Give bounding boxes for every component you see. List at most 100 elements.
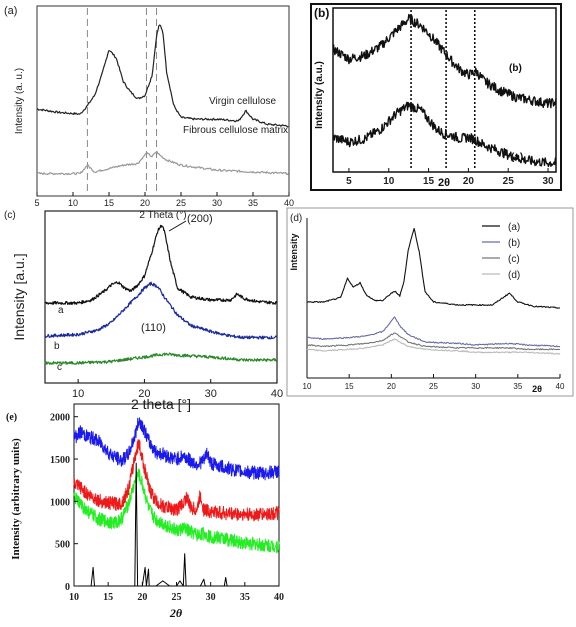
panel-a-series1-label: Virgin cellulose xyxy=(209,96,277,107)
panel-c-annotation-110: (110) xyxy=(141,322,166,334)
panel-a-ylabel: Intensity (a. u.) xyxy=(14,68,25,134)
panel-e-series-1 xyxy=(73,417,280,481)
panel-d-xtick-label: 20 xyxy=(387,382,396,391)
panel-e-ytick-label: 2000 xyxy=(50,413,70,424)
panel-a-series-2 xyxy=(36,151,289,176)
panel-d-xlabel: 2θ xyxy=(532,384,542,394)
panel-b-xtick-label: 5 xyxy=(346,176,352,187)
panel-d-outer-frame xyxy=(286,207,574,397)
panel-b-xtick-label: 10 xyxy=(383,176,395,187)
panel-d-series-3 xyxy=(306,332,561,351)
panel-c-xtick-label: 30 xyxy=(205,388,217,400)
panel-d-series-1 xyxy=(306,227,561,309)
panel-a-xlabel: 2 Theta (°) xyxy=(139,210,186,221)
panel-e-plot xyxy=(73,417,280,587)
panel-e-series-3 xyxy=(73,468,280,554)
panel-c-series-3 xyxy=(44,352,278,365)
panel-e-xtick-label: 40 xyxy=(274,592,284,603)
panel-c-annotation-200: (200) xyxy=(187,213,213,225)
panel-a: (a) 5 10 15 20 25 30 35 40 2 Theta (°) Intensit… xyxy=(4,5,294,221)
panel-b-plot xyxy=(332,10,557,170)
panel-d-xtick-label: 30 xyxy=(471,382,480,391)
panel-e-ytick-label: 500 xyxy=(55,540,70,551)
panel-a-xtick-label: 25 xyxy=(176,198,186,208)
panel-d-legend: (a) (b) (c) (d) xyxy=(482,222,520,281)
panel-b-outer-frame xyxy=(310,3,562,191)
panel-a-series2-label: Fibrous cellulose matrix xyxy=(183,125,288,136)
panel-b-xtick-label: 20 xyxy=(463,176,475,187)
panel-d-ticks: 10 15 20 25 30 35 40 xyxy=(303,374,565,391)
panel-e: (e) 10 15 20 25 30 35 40 0 500 1000 1500 2000 2θ In… xyxy=(6,403,284,620)
panel-d-plot xyxy=(306,227,561,355)
panel-d-series-4 xyxy=(306,338,561,355)
panel-e-xtick-label: 35 xyxy=(240,592,250,603)
panel-b-series-1 xyxy=(332,13,557,109)
panel-b-xtick-label: 25 xyxy=(503,176,515,187)
panel-d-xtick-label: 15 xyxy=(345,382,354,391)
panel-e-series-4 xyxy=(74,462,279,587)
panel-b-ylabel: Intensity (a.u.) xyxy=(314,61,325,129)
panel-a-xtick-label: 40 xyxy=(284,198,294,208)
panel-c-xtick-label: 20 xyxy=(138,388,150,400)
panel-c-xtick-label: 40 xyxy=(271,388,283,400)
panel-b-xlabel: 2θ xyxy=(438,177,450,189)
panel-a-series-1 xyxy=(37,24,289,128)
panel-c-series-1 xyxy=(44,224,278,305)
panel-e-ytick-label: 1000 xyxy=(50,497,70,508)
panel-d-legend-c: (c) xyxy=(508,254,520,265)
panel-e-xtick-label: 20 xyxy=(137,592,147,603)
panel-e-xlabel: 2θ xyxy=(169,606,183,620)
panel-a-xtick-label: 20 xyxy=(140,198,150,208)
panel-c-xtick-label: 10 xyxy=(72,388,84,400)
panel-a-label: (a) xyxy=(4,5,17,17)
panel-e-xtick-label: 25 xyxy=(172,592,182,603)
panel-a-ticks: 5 10 15 20 25 30 35 40 xyxy=(34,192,294,208)
panel-c-series-c-label: c xyxy=(57,362,62,373)
panel-c-series-b-label: b xyxy=(54,341,60,352)
panel-d-xtick-label: 25 xyxy=(429,382,438,391)
panel-b-frame xyxy=(332,7,557,173)
panel-c: (c) 10 20 30 40 2 theta [°] Intensity [a.u.… xyxy=(4,210,283,412)
panel-b-series1-label: (b) xyxy=(509,63,522,74)
panel-b-series-2 xyxy=(332,101,557,168)
panel-d-legend-d: (d) xyxy=(508,270,520,281)
panel-e-xtick-label: 15 xyxy=(103,592,113,603)
panel-d-legend-a: (a) xyxy=(508,222,520,233)
panel-e-frame xyxy=(73,403,280,587)
panel-b-series2-label: (a) xyxy=(511,152,523,163)
panel-b-xtick-label: 30 xyxy=(542,176,554,187)
panel-c-arrow xyxy=(168,220,187,232)
panel-c-ylabel: Intensity [a.u.] xyxy=(11,253,27,340)
panel-d: (d) 10 15 20 25 30 35 40 2θ Intensity (a) (b) … xyxy=(286,207,574,397)
panel-d-xtick-label: 10 xyxy=(303,382,312,391)
panel-b-label: (b) xyxy=(314,6,329,20)
panel-a-xtick-label: 15 xyxy=(104,198,114,208)
panel-c-series-a-label: a xyxy=(58,305,64,316)
panel-c-frame xyxy=(44,210,278,384)
panel-d-legend-b: (b) xyxy=(508,238,520,249)
panel-d-label: (d) xyxy=(290,213,302,224)
panel-c-plot xyxy=(44,224,278,365)
panel-a-xtick-label: 10 xyxy=(68,198,78,208)
panel-e-label: (e) xyxy=(6,412,17,423)
panel-e-xtick-label: 30 xyxy=(206,592,216,603)
panel-c-label: (c) xyxy=(4,210,16,221)
panel-a-frame xyxy=(36,5,290,197)
panel-c-ticks: 10 20 30 40 xyxy=(72,379,283,400)
panel-e-ytick-label: 1500 xyxy=(50,455,70,466)
panel-a-plot xyxy=(36,8,289,194)
panel-d-ylabel: Intensity xyxy=(289,233,299,270)
panel-b-xtick-label: 15 xyxy=(423,176,435,187)
panel-e-ylabel: Intensity (arbitrary units) xyxy=(10,438,22,560)
panel-e-ytick-label: 0 xyxy=(65,582,70,593)
panel-e-ticks: 10 15 20 25 30 35 40 0 500 1000 1500 2000 xyxy=(50,413,284,603)
panel-b-ticks: 5 10 15 20 25 30 xyxy=(346,168,554,187)
panel-a-xtick-label: 5 xyxy=(34,198,39,208)
panel-a-xtick-label: 30 xyxy=(212,198,222,208)
panel-c-series-2 xyxy=(44,281,278,340)
panel-e-series-2 xyxy=(73,439,280,522)
panel-d-series-2 xyxy=(306,316,561,348)
panel-b: (b) 5 10 15 20 25 30 2θ Intensity (a.u.) (b) … xyxy=(310,3,562,191)
panel-e-xtick-label: 10 xyxy=(69,592,79,603)
